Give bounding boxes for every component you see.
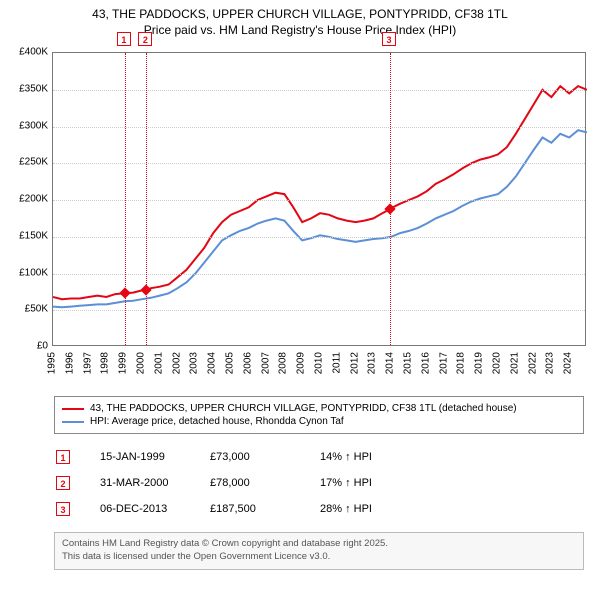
x-axis-label: 2012 xyxy=(349,352,360,374)
event-diff: 17% HPI xyxy=(320,477,470,489)
event-price: £78,000 xyxy=(210,477,320,489)
event-diff: 28% HPI xyxy=(320,503,470,515)
x-axis-label: 1997 xyxy=(82,352,93,374)
y-axis-label: £50K xyxy=(8,304,48,315)
legend-swatch xyxy=(62,421,84,423)
x-axis-label: 2004 xyxy=(207,352,218,374)
chart: £0 £50K £100K £150K £200K £250K £300K £350K £400… xyxy=(8,46,592,386)
event-diff: 14% HPI xyxy=(320,451,470,463)
footer-line-1: Contains HM Land Registry data © Crown c… xyxy=(62,538,576,551)
series-line-price_paid xyxy=(53,86,587,299)
event-row: 306-DEC-2013£187,50028% HPI xyxy=(54,496,584,522)
title-line-2: Price paid vs. HM Land Registry's House … xyxy=(10,22,590,38)
x-axis-label: 1996 xyxy=(64,352,75,374)
x-axis-label: 2018 xyxy=(456,352,467,374)
y-axis-label: £300K xyxy=(8,120,48,131)
x-axis-label: 2016 xyxy=(420,352,431,374)
legend-label: 43, THE PADDOCKS, UPPER CHURCH VILLAGE, … xyxy=(90,403,517,414)
legend-swatch xyxy=(62,408,84,410)
y-axis-label: £0 xyxy=(8,341,48,352)
footer-attribution: Contains HM Land Registry data © Crown c… xyxy=(54,532,584,570)
x-axis-label: 2023 xyxy=(545,352,556,374)
x-axis-label: 2001 xyxy=(153,352,164,374)
legend: 43, THE PADDOCKS, UPPER CHURCH VILLAGE, … xyxy=(54,396,584,434)
x-axis-label: 1998 xyxy=(100,352,111,374)
x-axis-label: 2009 xyxy=(296,352,307,374)
plot-area xyxy=(52,52,586,346)
event-badge: 3 xyxy=(56,502,70,516)
series-line-hpi xyxy=(53,130,587,307)
event-marker-line xyxy=(125,53,126,345)
x-axis-label: 2010 xyxy=(314,352,325,374)
x-axis-label: 2024 xyxy=(563,352,574,374)
gridline xyxy=(53,237,585,238)
title-line-1: 43, THE PADDOCKS, UPPER CHURCH VILLAGE, … xyxy=(10,6,590,22)
gridline xyxy=(53,274,585,275)
y-axis-label: £100K xyxy=(8,267,48,278)
event-price: £73,000 xyxy=(210,451,320,463)
event-marker-badge: 2 xyxy=(138,32,152,46)
x-axis-label: 2020 xyxy=(492,352,503,374)
gridline xyxy=(53,127,585,128)
event-badge: 2 xyxy=(56,476,70,490)
y-axis-label: £400K xyxy=(8,47,48,58)
event-marker-badge: 1 xyxy=(117,32,131,46)
gridline xyxy=(53,310,585,311)
gridline xyxy=(53,200,585,201)
x-axis-label: 2022 xyxy=(527,352,538,374)
y-axis-label: £200K xyxy=(8,194,48,205)
y-axis-label: £150K xyxy=(8,230,48,241)
legend-label: HPI: Average price, detached house, Rhon… xyxy=(90,416,344,427)
x-axis-label: 1999 xyxy=(118,352,129,374)
event-date: 31-MAR-2000 xyxy=(70,477,210,489)
gridline xyxy=(53,163,585,164)
x-axis-label: 2019 xyxy=(474,352,485,374)
event-marker-line xyxy=(390,53,391,345)
x-axis-label: 2000 xyxy=(136,352,147,374)
x-axis-label: 1995 xyxy=(47,352,58,374)
y-axis-label: £350K xyxy=(8,83,48,94)
x-axis-label: 2011 xyxy=(331,352,342,374)
legend-item: 43, THE PADDOCKS, UPPER CHURCH VILLAGE, … xyxy=(62,402,576,415)
event-badge: 1 xyxy=(56,450,70,464)
x-axis-label: 2014 xyxy=(385,352,396,374)
chart-title: 43, THE PADDOCKS, UPPER CHURCH VILLAGE, … xyxy=(0,0,600,40)
x-axis-label: 2006 xyxy=(242,352,253,374)
footer-line-2: This data is licensed under the Open Gov… xyxy=(62,551,576,564)
event-price: £187,500 xyxy=(210,503,320,515)
legend-item: HPI: Average price, detached house, Rhon… xyxy=(62,415,576,428)
event-date: 15-JAN-1999 xyxy=(70,451,210,463)
x-axis-label: 2005 xyxy=(225,352,236,374)
y-axis-label: £250K xyxy=(8,157,48,168)
x-axis-label: 2021 xyxy=(509,352,520,374)
gridline xyxy=(53,90,585,91)
x-axis-label: 2007 xyxy=(260,352,271,374)
x-axis-label: 2003 xyxy=(189,352,200,374)
event-marker-badge: 3 xyxy=(382,32,396,46)
x-axis-label: 2017 xyxy=(438,352,449,374)
x-axis-label: 2015 xyxy=(403,352,414,374)
x-axis-label: 2008 xyxy=(278,352,289,374)
x-axis-label: 2013 xyxy=(367,352,378,374)
event-date: 06-DEC-2013 xyxy=(70,503,210,515)
x-axis-label: 2002 xyxy=(171,352,182,374)
event-row: 115-JAN-1999£73,00014% HPI xyxy=(54,444,584,470)
event-marker-line xyxy=(146,53,147,345)
event-row: 231-MAR-2000£78,00017% HPI xyxy=(54,470,584,496)
events-table: 115-JAN-1999£73,00014% HPI231-MAR-2000£7… xyxy=(54,444,584,522)
